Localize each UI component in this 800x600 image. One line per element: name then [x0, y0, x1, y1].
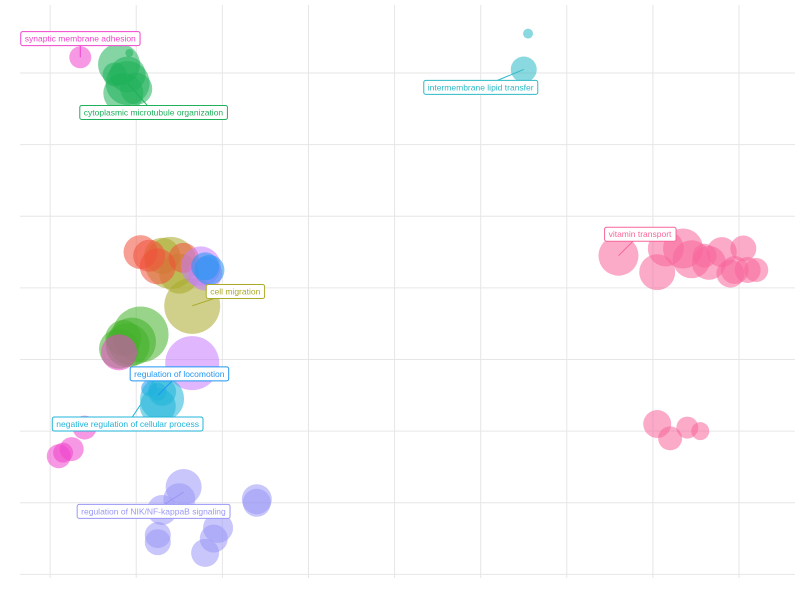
- data-point: [125, 48, 134, 57]
- cluster-label: vitamin transport: [604, 226, 677, 242]
- cluster-label-text: negative regulation of cellular process: [56, 419, 199, 429]
- data-point: [744, 258, 769, 283]
- data-point: [53, 442, 74, 463]
- cluster-labels: synaptic membrane adhesion cytoplasmic mi…: [20, 31, 677, 519]
- data-points: [46, 28, 769, 567]
- cluster-label-box: [79, 104, 228, 120]
- cluster-label-text: regulation of NIK/NF-kappaB signaling: [81, 506, 226, 516]
- data-point: [523, 28, 534, 39]
- data-point: [101, 334, 138, 371]
- cluster-label-text: vitamin transport: [609, 229, 672, 239]
- data-point: [69, 46, 92, 69]
- cluster-label-box: [51, 416, 204, 432]
- cluster-label: regulation of NIK/NF-kappaB signaling: [76, 503, 231, 519]
- cluster-label-box: [76, 503, 231, 519]
- data-point: [716, 259, 745, 288]
- cluster-label-box: [423, 79, 539, 95]
- cluster-label: cell migration: [205, 284, 266, 299]
- cluster-label-box: [129, 366, 230, 382]
- cluster-label-text: synaptic membrane adhesion: [25, 34, 136, 44]
- data-point: [242, 488, 271, 517]
- data-point: [730, 235, 757, 262]
- cluster-label: synaptic membrane adhesion: [20, 31, 141, 47]
- cluster-label-text: regulation of locomotion: [134, 369, 225, 379]
- cluster-label-text: cell migration: [210, 287, 260, 297]
- data-point: [658, 426, 683, 451]
- cluster-label-box: [604, 226, 677, 242]
- cluster-label-text: cytoplasmic microtubule organization: [84, 107, 224, 117]
- data-point: [191, 538, 220, 567]
- cluster-label: intermembrane lipid transfer: [423, 79, 539, 95]
- data-point: [144, 529, 171, 556]
- data-point: [691, 422, 710, 441]
- cluster-label-text: intermembrane lipid transfer: [428, 82, 534, 92]
- cluster-label: regulation of locomotion: [129, 366, 230, 382]
- data-point: [692, 243, 717, 268]
- data-point: [139, 248, 176, 285]
- data-point: [120, 72, 153, 105]
- cluster-label: cytoplasmic microtubule organization: [79, 104, 228, 120]
- data-point: [194, 255, 225, 286]
- cluster-label-box: [205, 284, 266, 299]
- cluster-label: negative regulation of cellular process: [51, 416, 204, 432]
- cluster-label-box: [20, 31, 141, 47]
